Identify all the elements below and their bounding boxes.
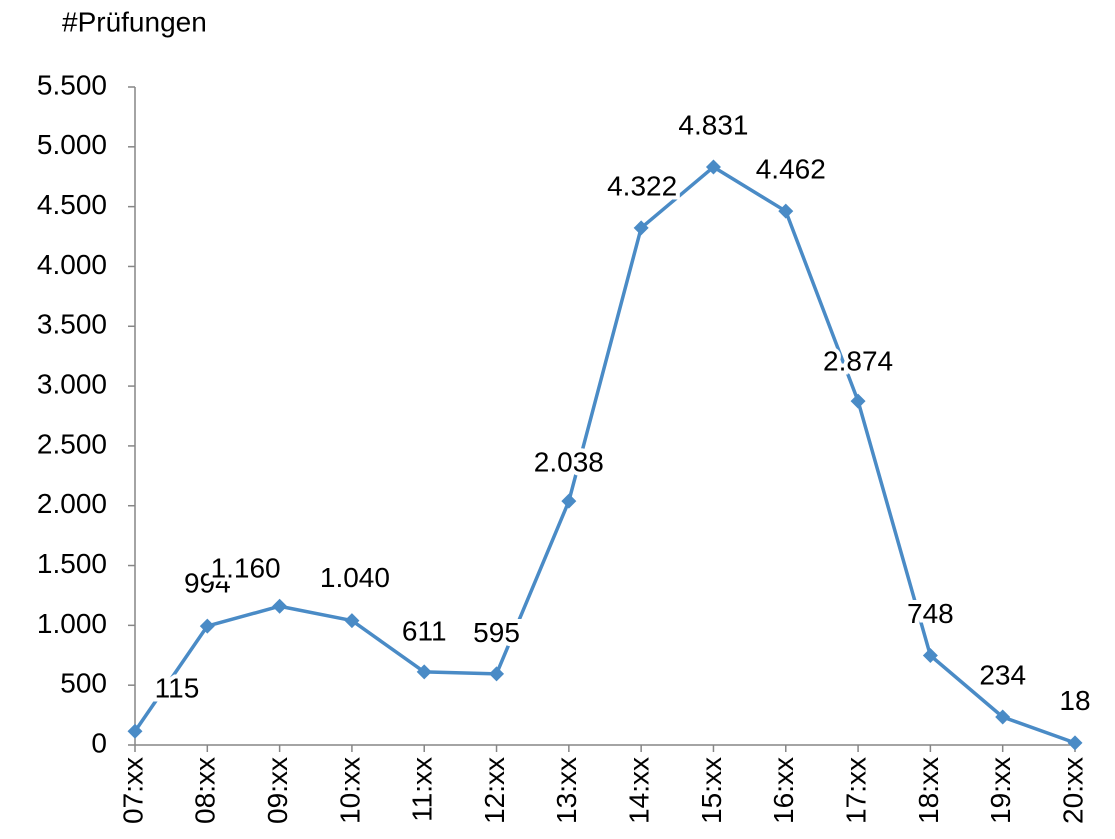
data-label: 4.462 xyxy=(756,154,826,185)
data-label: 1.160 xyxy=(211,553,281,584)
y-tick-label: 500 xyxy=(60,668,107,699)
data-label: 2.874 xyxy=(823,346,893,377)
marker xyxy=(922,648,938,664)
data-label: 115 xyxy=(155,673,200,704)
x-tick-label: 08:xx xyxy=(190,757,221,824)
x-tick-label: 13:xx xyxy=(551,757,582,824)
marker xyxy=(199,618,215,634)
y-tick-label: 1.000 xyxy=(37,608,107,639)
marker xyxy=(1067,735,1083,751)
marker xyxy=(344,613,360,629)
x-tick-label: 19:xx xyxy=(985,757,1016,824)
x-tick-label: 14:xx xyxy=(624,757,655,824)
series-line xyxy=(133,165,1076,745)
x-tick-label: 07:xx xyxy=(117,757,148,824)
x-tick-label: 15:xx xyxy=(696,757,727,824)
marker xyxy=(778,203,794,219)
data-label: 1.040 xyxy=(320,562,390,593)
y-tick-label: 1.500 xyxy=(37,548,107,579)
marker xyxy=(272,598,288,614)
x-tick-label: 10:xx xyxy=(334,757,365,824)
x-tick-label: 09:xx xyxy=(262,757,293,824)
y-tick-label: 3.500 xyxy=(37,309,107,340)
data-label: 4.322 xyxy=(607,170,677,201)
marker xyxy=(489,666,505,682)
y-tick-label: 5.000 xyxy=(37,129,107,160)
x-tick-label: 18:xx xyxy=(913,757,944,824)
y-tick-label: 2.000 xyxy=(37,488,107,519)
data-label: 4.831 xyxy=(678,109,748,140)
y-tick-label: 3.000 xyxy=(37,368,107,399)
marker xyxy=(127,723,143,739)
y-tick-label: 4.500 xyxy=(37,189,107,220)
x-tick-label: 20:xx xyxy=(1057,757,1088,824)
marker xyxy=(416,664,432,680)
marker xyxy=(561,493,577,509)
data-label: 18 xyxy=(1059,685,1090,716)
y-tick-label: 2.500 xyxy=(37,428,107,459)
data-label: 2.038 xyxy=(534,447,604,478)
y-tick-label: 5.500 xyxy=(37,69,107,100)
x-tick-label: 11:xx xyxy=(407,757,438,822)
data-label: 994 xyxy=(184,567,231,598)
marker xyxy=(705,159,721,175)
y-tick-label: 4.000 xyxy=(37,249,107,280)
marker xyxy=(995,709,1011,725)
data-label: 611 xyxy=(402,615,447,646)
x-tick-label: 17:xx xyxy=(840,757,871,824)
x-tick-label: 12:xx xyxy=(479,757,510,824)
x-tick-label: 16:xx xyxy=(768,757,799,824)
data-label: 595 xyxy=(473,617,520,648)
y-tick-label: 0 xyxy=(91,727,107,758)
marker xyxy=(633,220,649,236)
data-label: 234 xyxy=(979,659,1026,690)
y-axis-label: #Prüfungen xyxy=(62,6,207,37)
data-label: 748 xyxy=(907,598,954,629)
marker xyxy=(850,393,866,409)
